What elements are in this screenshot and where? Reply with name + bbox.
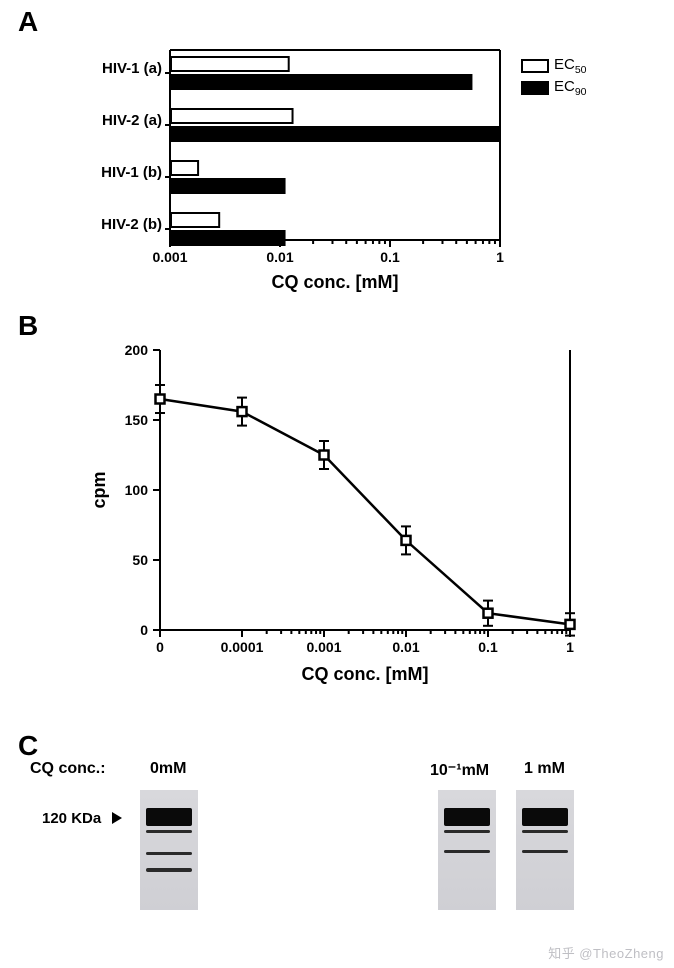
panel-b-label: B — [18, 310, 38, 342]
band — [146, 852, 192, 855]
blot-lane-2 — [516, 790, 574, 910]
svg-text:0.01: 0.01 — [392, 639, 419, 655]
band — [444, 830, 490, 833]
lane-2-label: 1 mM — [524, 760, 565, 778]
svg-text:0: 0 — [156, 639, 164, 655]
band — [522, 850, 568, 853]
blot-lane-0 — [140, 790, 198, 910]
svg-text:100: 100 — [125, 482, 149, 498]
svg-text:200: 200 — [125, 342, 149, 358]
band — [146, 868, 192, 872]
panel-a-chart: 0.001 0.01 0.1 1 CQ conc. [mM] HIV-1 (a) HIV-2… — [70, 40, 660, 300]
svg-text:CQ conc. [mM]: CQ conc. [mM] — [301, 664, 428, 684]
svg-text:HIV-2 (b): HIV-2 (b) — [101, 216, 162, 233]
svg-text:HIV-2 (a): HIV-2 (a) — [102, 112, 162, 129]
lane-1-label: 10⁻¹mM — [430, 760, 489, 780]
svg-text:0.01: 0.01 — [266, 249, 293, 265]
svg-text:150: 150 — [125, 412, 149, 428]
band — [444, 808, 490, 826]
size-marker-label: 120 KDa — [42, 810, 101, 827]
band — [444, 850, 490, 853]
band — [146, 808, 192, 826]
svg-text:HIV-1 (a): HIV-1 (a) — [102, 60, 162, 77]
svg-text:0.001: 0.001 — [306, 639, 341, 655]
svg-text:1: 1 — [496, 249, 504, 265]
blot-lane-1 — [438, 790, 496, 910]
panel-a-label: A — [18, 6, 38, 38]
svg-text:0.0001: 0.0001 — [221, 639, 264, 655]
svg-text:0.1: 0.1 — [380, 249, 400, 265]
svg-text:1: 1 — [566, 639, 574, 655]
svg-text:0: 0 — [140, 622, 148, 638]
band — [522, 808, 568, 826]
svg-text:0.1: 0.1 — [478, 639, 498, 655]
arrowhead-icon — [112, 812, 122, 824]
watermark: 知乎 @TheoZheng — [548, 943, 664, 962]
svg-text:50: 50 — [132, 552, 148, 568]
svg-text:HIV-1 (b): HIV-1 (b) — [101, 164, 162, 181]
svg-text:0.001: 0.001 — [152, 249, 187, 265]
band — [522, 830, 568, 833]
svg-text:cpm: cpm — [89, 471, 109, 508]
svg-text:CQ conc. [mM]: CQ conc. [mM] — [271, 272, 398, 292]
panel-c-blot: CQ conc.: 0mM 10⁻¹mM 1 mM 120 KDa — [0, 760, 674, 960]
panel-b-chart: 0 50 100 150 200 0 0.0001 0.001 0.01 0.1 1 cpm CQ co… — [70, 330, 630, 710]
band — [146, 830, 192, 833]
panel-c-label: C — [18, 730, 38, 762]
lane-0-label: 0mM — [150, 760, 186, 778]
cq-conc-label: CQ conc.: — [30, 760, 106, 778]
